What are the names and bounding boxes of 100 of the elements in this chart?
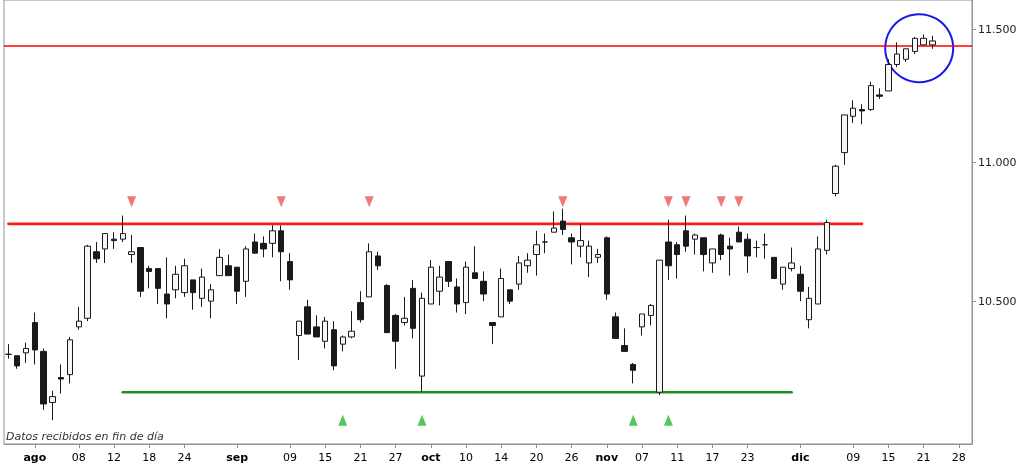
candlestick bbox=[665, 219, 672, 281]
candlestick bbox=[128, 234, 135, 264]
x-tick-label: 18 bbox=[142, 451, 157, 464]
candlestick bbox=[524, 252, 531, 274]
candlestick bbox=[428, 259, 434, 305]
candlestick bbox=[216, 248, 223, 277]
x-tick-label: 09 bbox=[846, 451, 861, 464]
candlestick bbox=[384, 283, 390, 334]
candlestick bbox=[401, 296, 408, 326]
candlestick bbox=[912, 36, 918, 55]
candlestick bbox=[190, 279, 196, 311]
candlestick bbox=[736, 226, 742, 243]
candlestick bbox=[850, 99, 856, 124]
candlestick bbox=[568, 233, 575, 265]
candlestick bbox=[269, 224, 276, 258]
candlestick bbox=[586, 240, 592, 278]
candlestick bbox=[260, 235, 267, 258]
candlestick bbox=[331, 320, 337, 371]
candlestick bbox=[199, 268, 205, 308]
candlestick bbox=[859, 103, 865, 125]
candlestick bbox=[287, 252, 293, 291]
candlestick bbox=[93, 241, 100, 264]
x-tick-label: 15 bbox=[881, 451, 896, 464]
x-tick-label: nov bbox=[595, 451, 619, 464]
candlestick bbox=[885, 58, 892, 92]
candlestick bbox=[692, 233, 698, 256]
candlestick bbox=[832, 164, 839, 197]
candlestick bbox=[630, 362, 636, 384]
candlestick bbox=[472, 245, 478, 279]
candlestick bbox=[700, 237, 707, 272]
x-tick-label: 27 bbox=[388, 451, 403, 464]
x-tick-label: 08 bbox=[71, 451, 86, 464]
x-tick-label: ago bbox=[23, 451, 47, 464]
candlestick bbox=[172, 265, 179, 299]
candlestick bbox=[841, 114, 848, 166]
candlestick bbox=[436, 265, 443, 306]
x-tick-label: 28 bbox=[951, 451, 966, 464]
candlestick bbox=[322, 316, 328, 349]
candlestick bbox=[102, 233, 108, 264]
x-tick-label: 17 bbox=[705, 451, 720, 464]
candlestick bbox=[824, 219, 830, 256]
candlestick bbox=[234, 266, 240, 305]
candlestick bbox=[648, 303, 654, 326]
candlestick bbox=[868, 81, 874, 112]
candlestick bbox=[84, 244, 91, 322]
candlestick bbox=[674, 241, 680, 279]
candlestick bbox=[876, 87, 883, 100]
candlestick bbox=[604, 235, 610, 301]
candlestick bbox=[137, 247, 144, 298]
candlestick bbox=[929, 35, 936, 50]
candlestick bbox=[252, 233, 258, 254]
x-tick-label: 23 bbox=[740, 451, 755, 464]
candlestick bbox=[507, 289, 513, 305]
x-tick-label: 20 bbox=[529, 451, 544, 464]
candlestick bbox=[612, 312, 619, 339]
candlestick bbox=[480, 270, 487, 302]
candlestick bbox=[392, 313, 399, 370]
candlestick bbox=[516, 255, 522, 291]
candlestick bbox=[454, 277, 460, 314]
x-tick-label: 12 bbox=[107, 451, 121, 464]
x-tick-label: 21 bbox=[353, 451, 368, 464]
x-tick-label: 14 bbox=[494, 451, 509, 464]
candlestick bbox=[181, 258, 188, 298]
candlestick bbox=[32, 312, 38, 365]
x-tick-label: 11 bbox=[670, 451, 685, 464]
candlestick bbox=[120, 215, 126, 243]
candlestick bbox=[366, 242, 372, 298]
x-tick-label: dic bbox=[791, 451, 810, 464]
candlestick bbox=[577, 223, 584, 258]
candlestick bbox=[340, 335, 346, 352]
candlestick bbox=[348, 310, 355, 339]
candlestick bbox=[771, 256, 777, 279]
x-tick-label: 21 bbox=[916, 451, 931, 464]
candlestick bbox=[542, 233, 548, 254]
candlestick bbox=[894, 41, 900, 68]
candlestick bbox=[375, 251, 381, 271]
candlestick bbox=[67, 336, 73, 384]
candlestick bbox=[560, 208, 566, 236]
x-tick-label: 10 bbox=[459, 451, 473, 464]
x-tick-label: 07 bbox=[635, 451, 649, 464]
y-tick-label: 10.500 bbox=[978, 294, 1017, 308]
candlestick bbox=[639, 313, 645, 337]
candlestick bbox=[762, 233, 768, 260]
candlestick bbox=[533, 230, 540, 277]
candlestick bbox=[225, 254, 232, 277]
candlestick bbox=[498, 268, 504, 318]
x-tick-label: 09 bbox=[283, 451, 297, 464]
candlestick bbox=[727, 237, 733, 277]
candlestick bbox=[76, 306, 82, 331]
x-tick-label: oct bbox=[421, 451, 441, 464]
candlestick bbox=[753, 240, 760, 258]
candlestick bbox=[146, 265, 152, 289]
candlestick bbox=[243, 245, 249, 298]
candlestick bbox=[419, 292, 425, 393]
candlestick bbox=[489, 322, 496, 345]
candlestick bbox=[49, 390, 56, 421]
x-tick-label: 24 bbox=[177, 451, 192, 464]
candlestick bbox=[903, 48, 909, 63]
candlestick bbox=[111, 231, 117, 250]
candlestick bbox=[595, 248, 601, 264]
